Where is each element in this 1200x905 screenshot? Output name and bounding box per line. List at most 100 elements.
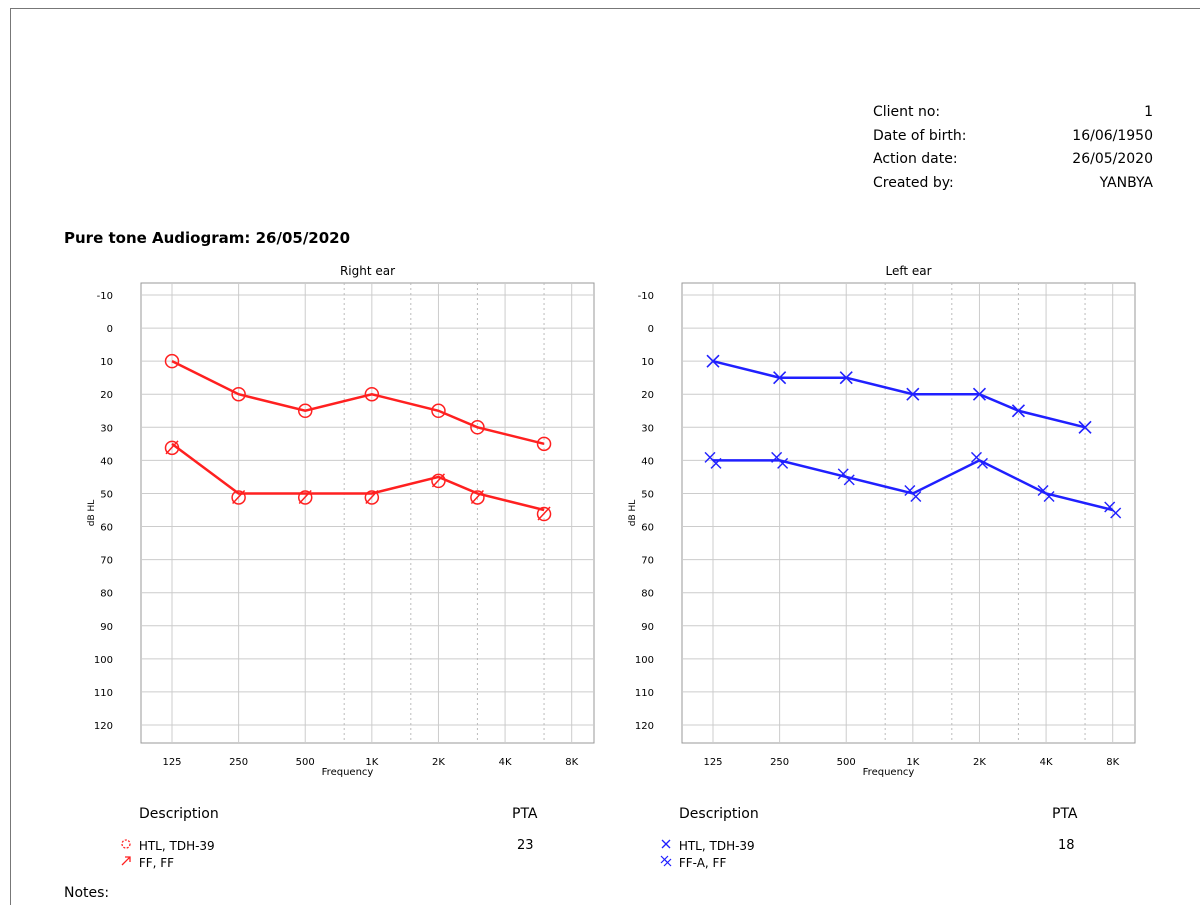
created-by-value: YANBYA xyxy=(1099,174,1153,191)
left-ear-y-tick-label: 0 xyxy=(648,324,654,335)
arrow-marker xyxy=(537,506,551,521)
left-ear-y-tick-label: 110 xyxy=(635,688,654,699)
double-x-marker-stroke xyxy=(777,457,789,469)
audiogram-title: Pure tone Audiogram: 26/05/2020 xyxy=(64,229,351,247)
left-ear-series-1-point xyxy=(1037,484,1055,502)
arrow-marker-icon xyxy=(117,855,135,870)
left-ear-y-tick-label: 70 xyxy=(641,556,654,567)
notes-label: Notes: xyxy=(64,885,110,901)
left-ear-x-tick-label: 250 xyxy=(770,757,789,768)
right-legend-item-htl: HTL, TDH-39 xyxy=(117,838,215,853)
left-ear-y-axis-label: dB HL xyxy=(628,500,638,527)
right-ear-y-tick-label: 20 xyxy=(100,390,113,401)
right-ear-series-0-point xyxy=(364,386,380,402)
right-ear-series-1-point xyxy=(297,489,313,505)
right-ear-series-1-point xyxy=(164,440,180,456)
right-description-header: Description xyxy=(139,806,219,822)
right-ear-x-axis-label: Frequency xyxy=(322,767,374,778)
action-date-value: 26/05/2020 xyxy=(1072,151,1153,167)
action-date-row: Action date: 26/05/2020 xyxy=(873,151,1153,175)
left-description-header: Description xyxy=(679,806,759,822)
date-of-birth-label: Date of birth: xyxy=(873,127,967,144)
left-ear-plot-area xyxy=(681,282,1136,744)
x-marker-stroke xyxy=(839,371,853,385)
double-x-marker-stroke xyxy=(710,457,722,469)
left-ear-y-tick-label: 80 xyxy=(641,589,654,600)
right-ear-series-1-point xyxy=(231,489,246,505)
right-ear-series-0-point xyxy=(297,403,313,419)
right-ear-y-tick-label: 30 xyxy=(100,423,113,434)
double-x-marker-stroke xyxy=(704,451,716,463)
arrow-marker xyxy=(431,473,446,488)
right-ear-series-0-point xyxy=(164,353,180,369)
left-ear-x-tick-label: 4K xyxy=(1040,757,1053,768)
left-ear-series-1-point xyxy=(1104,501,1122,519)
x-marker-icon xyxy=(657,838,675,853)
right-ear-y-tick-label: 50 xyxy=(100,489,113,500)
circle-marker xyxy=(297,490,313,505)
left-ear-y-tick-label: 20 xyxy=(641,390,654,401)
double-x-marker-stroke xyxy=(771,451,783,463)
right-ear-plot-area xyxy=(140,282,595,744)
circle-marker-icon xyxy=(117,838,135,853)
double-x-marker-stroke xyxy=(976,457,988,469)
double-x-marker-stroke xyxy=(843,474,855,486)
arrow-marker xyxy=(232,489,246,504)
right-ear-y-tick-label: 110 xyxy=(94,688,113,699)
right-ear-x-tick-label: 4K xyxy=(499,757,512,768)
x-marker-stroke xyxy=(1078,420,1092,434)
x-marker-stroke xyxy=(906,387,920,401)
right-ear-y-tick-label: 10 xyxy=(100,357,113,368)
right-pta-value: 23 xyxy=(517,838,534,853)
left-ear-series-1-point xyxy=(970,451,988,469)
circle-marker xyxy=(364,490,380,505)
x-marker-stroke xyxy=(972,387,987,401)
x-marker-stroke xyxy=(1011,404,1025,418)
circle-marker xyxy=(470,490,485,505)
date-of-birth-row: Date of birth: 16/06/1950 xyxy=(873,128,1153,152)
left-legend-item-ff: FF-A, FF xyxy=(657,855,726,870)
arrow-marker xyxy=(365,489,379,504)
double-x-marker-stroke xyxy=(910,490,922,502)
right-ear-y-tick-label: 120 xyxy=(94,721,113,732)
client-no-label: Client no: xyxy=(873,104,941,120)
right-ear-series-0-point xyxy=(231,386,246,402)
left-ear-chart: Left ear -10 0 10 20 30 40 50 60 70 80 90 100 110 120 1… xyxy=(628,264,1136,778)
right-ear-chart: Right ear -10 0 10 20 30 40 50 60 70 80 90 100 110 120… xyxy=(87,264,595,778)
left-legend-item-htl: HTL, TDH-39 xyxy=(657,838,755,853)
x-marker-stroke xyxy=(706,354,720,368)
arrow-marker xyxy=(298,489,312,504)
left-ear-x-axis-label: Frequency xyxy=(863,767,915,778)
right-ear-series-1-point xyxy=(431,473,446,489)
right-pta-header: PTA xyxy=(512,806,538,822)
left-ear-y-tick-label: -10 xyxy=(638,291,654,302)
client-info: Client no: 1 Date of birth: 16/06/1950 A… xyxy=(873,104,1153,198)
right-legend-label-ff: FF, FF xyxy=(138,856,175,870)
left-ear-y-tick-label: 90 xyxy=(641,622,654,633)
double-x-marker-stroke xyxy=(970,451,982,463)
left-ear-x-tick-label: 8K xyxy=(1106,757,1119,768)
right-ear-y-tick-label: 80 xyxy=(100,589,113,600)
double-x-marker-stroke xyxy=(1037,484,1049,496)
left-ear-y-tick-label: 30 xyxy=(641,423,654,434)
left-ear-series-1-point xyxy=(837,468,855,486)
circle-marker xyxy=(164,353,180,369)
client-no-value: 1 xyxy=(1144,104,1153,120)
double-x-marker-stroke xyxy=(904,484,916,496)
circle-marker xyxy=(536,506,552,522)
left-legend-label-ff: FF-A, FF xyxy=(678,856,727,870)
left-ear-y-tick-label: 60 xyxy=(641,523,654,534)
arrow-marker xyxy=(470,489,484,504)
left-ear-x-tick-label: 1K xyxy=(906,757,919,768)
right-ear-y-tick-label: 0 xyxy=(107,324,113,335)
left-ear-series-0-point xyxy=(839,371,853,385)
left-ear-x-tick-label: 2K xyxy=(973,757,986,768)
right-ear-series-0-line xyxy=(171,360,545,446)
right-ear-y-tick-label: 100 xyxy=(94,655,113,666)
left-ear-series-0-point xyxy=(773,371,787,385)
created-by-row: Created by: YANBYA xyxy=(873,175,1153,199)
left-ear-x-tick-label: 500 xyxy=(837,757,856,768)
created-by-label: Created by: xyxy=(873,174,954,191)
right-legend-item-ff: FF, FF xyxy=(117,855,174,870)
double-x-marker-stroke xyxy=(1104,501,1116,513)
